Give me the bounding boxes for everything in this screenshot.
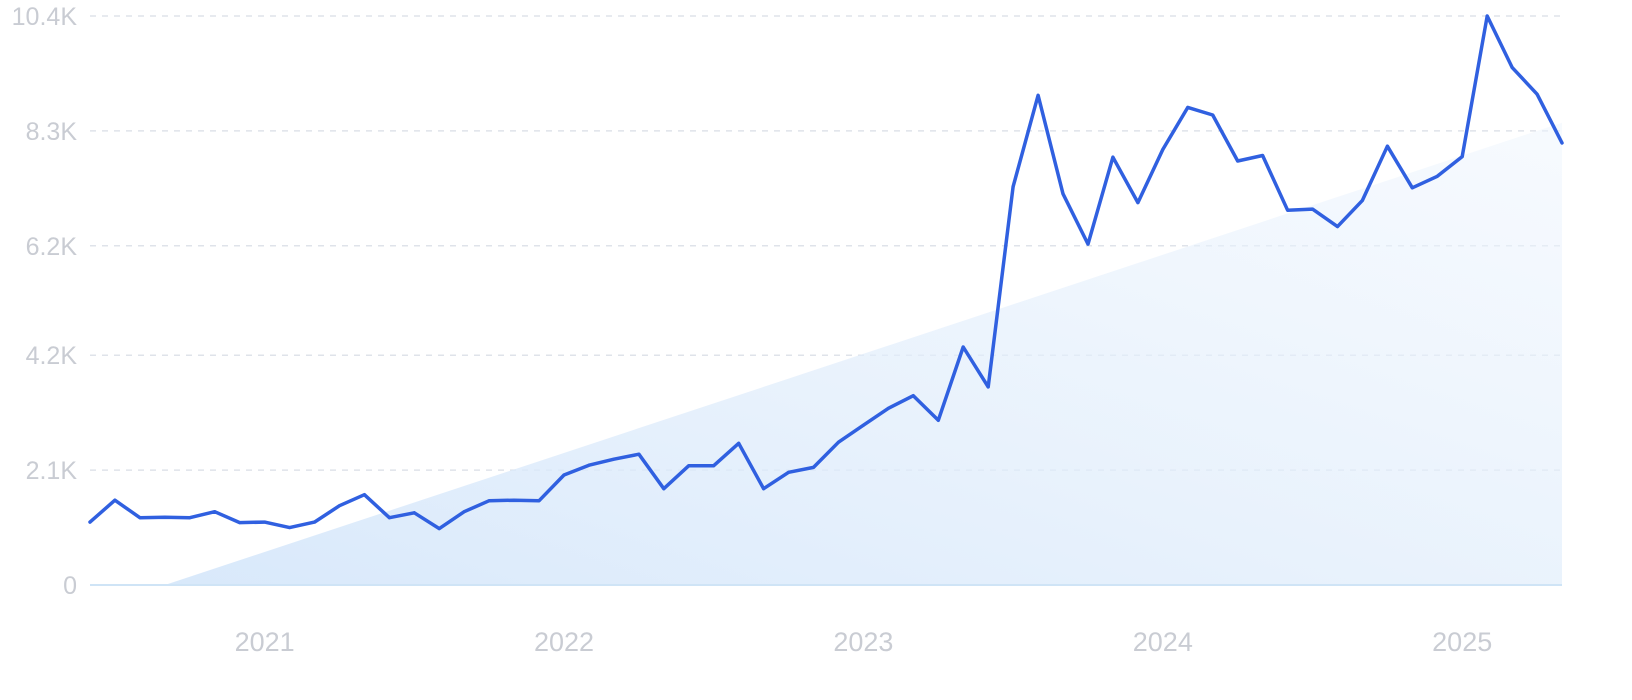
data-point [213, 510, 217, 514]
data-point [1360, 198, 1364, 202]
data-point [238, 521, 242, 525]
y-tick-label: 6.2K [26, 233, 78, 261]
data-point [1036, 93, 1040, 97]
series-line [88, 14, 1564, 531]
data-point [1385, 144, 1389, 148]
data-point [1560, 141, 1564, 145]
data-point [88, 520, 92, 524]
data-point [138, 516, 142, 520]
x-tick-label: 2025 [1432, 627, 1492, 657]
y-axis-ticks: 0 2.1K 4.2K 6.2K 8.3K 10.4K [12, 3, 78, 600]
data-point [487, 499, 491, 503]
data-point [712, 464, 716, 468]
data-point [1286, 208, 1290, 212]
y-tick-label: 8.3K [26, 118, 78, 146]
data-points [88, 14, 1564, 531]
data-point [637, 452, 641, 456]
data-point [986, 385, 990, 389]
data-point [936, 418, 940, 422]
x-tick-label: 2024 [1133, 627, 1193, 657]
data-point [737, 441, 741, 445]
data-point [1311, 207, 1315, 211]
data-point [861, 423, 865, 427]
data-point [1485, 14, 1489, 18]
data-point [1186, 105, 1190, 109]
data-point [1011, 185, 1015, 189]
data-point [387, 516, 391, 520]
y-tick-label: 10.4K [12, 3, 78, 31]
trend-area [164, 122, 1563, 585]
data-point [1236, 159, 1240, 163]
y-tick-label: 4.2K [26, 342, 78, 370]
data-point [412, 511, 416, 515]
data-point [787, 470, 791, 474]
data-point [812, 465, 816, 469]
data-point [612, 457, 616, 461]
data-point [512, 498, 516, 502]
data-point [961, 345, 965, 349]
data-point [587, 463, 591, 467]
data-point [762, 487, 766, 491]
data-point [337, 504, 341, 508]
data-point [1535, 92, 1539, 96]
data-point [1161, 147, 1165, 151]
data-point [113, 498, 117, 502]
y-tick-label: 2.1K [26, 457, 78, 485]
data-point [1460, 155, 1464, 159]
data-point [562, 473, 566, 477]
x-tick-label: 2022 [534, 627, 594, 657]
data-point [1136, 201, 1140, 205]
data-point [687, 464, 691, 468]
data-point [662, 487, 666, 491]
y-tick-label: 0 [63, 572, 77, 600]
data-point [163, 515, 167, 519]
data-point [263, 520, 267, 524]
data-point [1410, 186, 1414, 190]
data-point [188, 516, 192, 520]
data-point [437, 527, 441, 531]
data-point [537, 499, 541, 503]
x-tick-label: 2021 [235, 627, 295, 657]
data-point [1061, 192, 1065, 196]
x-axis-ticks: 2021 2022 2023 2024 2025 [235, 627, 1493, 657]
data-point [1086, 242, 1090, 246]
data-point [886, 406, 890, 410]
x-tick-label: 2023 [833, 627, 893, 657]
data-point [462, 510, 466, 514]
data-point [911, 394, 915, 398]
data-point [1261, 154, 1265, 158]
data-point [288, 526, 292, 530]
data-point [1111, 155, 1115, 159]
data-point [836, 440, 840, 444]
data-point [1510, 65, 1514, 69]
data-point [1435, 174, 1439, 178]
data-point [313, 520, 317, 524]
data-point [1211, 113, 1215, 117]
data-point [1335, 225, 1339, 229]
data-point [362, 493, 366, 497]
